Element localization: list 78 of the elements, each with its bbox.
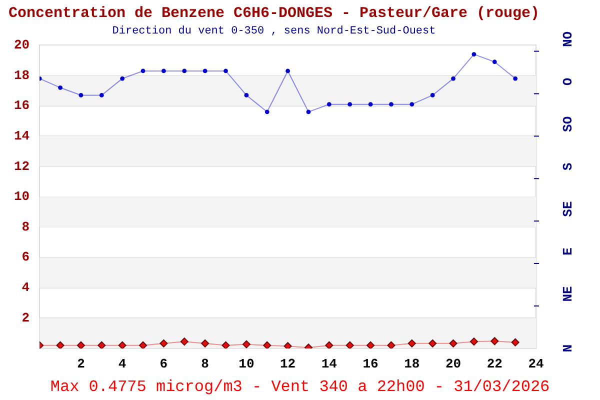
- y-tick-label: 6: [22, 250, 30, 265]
- point: [408, 339, 416, 348]
- point: [182, 68, 187, 74]
- y-tick-label: 18: [14, 68, 30, 83]
- x-tick-label: 4: [118, 356, 126, 372]
- point: [430, 93, 435, 98]
- point: [98, 341, 106, 348]
- y-tick-label: 4: [22, 280, 30, 296]
- point: [244, 93, 249, 98]
- x-tick-label: 24: [528, 356, 544, 372]
- text: SO: [560, 116, 576, 132]
- point: [428, 339, 437, 348]
- point: [472, 52, 476, 56]
- point: [410, 102, 414, 107]
- point: [449, 339, 458, 348]
- point: [160, 339, 168, 348]
- point: [513, 76, 518, 81]
- point: [242, 340, 250, 348]
- x-tick-label: 14: [321, 356, 338, 372]
- text: E: [560, 247, 576, 256]
- x-tick-label: 10: [238, 356, 254, 372]
- point: [140, 68, 146, 74]
- point: [56, 341, 64, 348]
- point: [306, 110, 311, 114]
- point: [368, 102, 373, 107]
- x-tick-label: 12: [280, 356, 296, 372]
- x-tick-label: 6: [160, 356, 168, 372]
- point: [451, 76, 456, 81]
- x-tick-label: 22: [486, 356, 503, 372]
- point: [224, 68, 228, 74]
- point: [264, 110, 270, 114]
- point: [492, 60, 497, 64]
- point: [325, 341, 334, 348]
- point: [326, 102, 332, 107]
- point: [58, 85, 62, 90]
- point: [470, 338, 478, 346]
- point: [284, 342, 292, 348]
- y-tick-label: 14: [14, 128, 30, 144]
- point: [286, 68, 290, 74]
- y-tick-label: 10: [14, 189, 30, 204]
- text: NE: [560, 286, 576, 302]
- point: [120, 76, 125, 81]
- y-tick-label: 2: [22, 310, 30, 326]
- point: [78, 93, 84, 98]
- point: [201, 339, 210, 348]
- text: S: [560, 162, 576, 171]
- point: [490, 337, 499, 346]
- point: [76, 341, 85, 348]
- point: [162, 68, 166, 74]
- point: [387, 341, 396, 348]
- x-tick-label: 16: [362, 356, 379, 372]
- point: [180, 338, 188, 346]
- point: [139, 341, 148, 348]
- point: [263, 341, 272, 348]
- point: [346, 341, 354, 348]
- x-tick-label: 18: [404, 356, 420, 372]
- text: SE: [560, 201, 576, 217]
- chart-subtitle: Direction du vent 0-350 , sens Nord-Est-Sud-Ouest: [112, 26, 436, 38]
- text: O: [560, 78, 576, 86]
- point: [511, 338, 520, 346]
- y-tick-label: 8: [22, 219, 30, 234]
- x-tick-label: 20: [445, 356, 462, 372]
- text: Max 0.4775 microg/m3 - Vent 340 a 22h00 - 31/03/2026: [49, 378, 551, 396]
- point: [118, 341, 126, 348]
- point: [222, 341, 230, 348]
- point: [389, 102, 394, 107]
- y-tick-label: 20: [14, 37, 30, 52]
- text: NO: [560, 31, 576, 48]
- chart-title: Concentration de Benzene C6H6-DONGES - Pasteur/Gare (rouge): [8, 4, 540, 22]
- point: [348, 102, 352, 107]
- point: [99, 93, 104, 98]
- y-tick-label: 16: [14, 98, 30, 114]
- text: N: [560, 344, 576, 352]
- y-tick-label: 12: [14, 158, 30, 174]
- x-tick-label: 2: [77, 356, 86, 372]
- point: [366, 341, 375, 348]
- x-tick-label: 8: [201, 356, 210, 372]
- point: [202, 68, 208, 74]
